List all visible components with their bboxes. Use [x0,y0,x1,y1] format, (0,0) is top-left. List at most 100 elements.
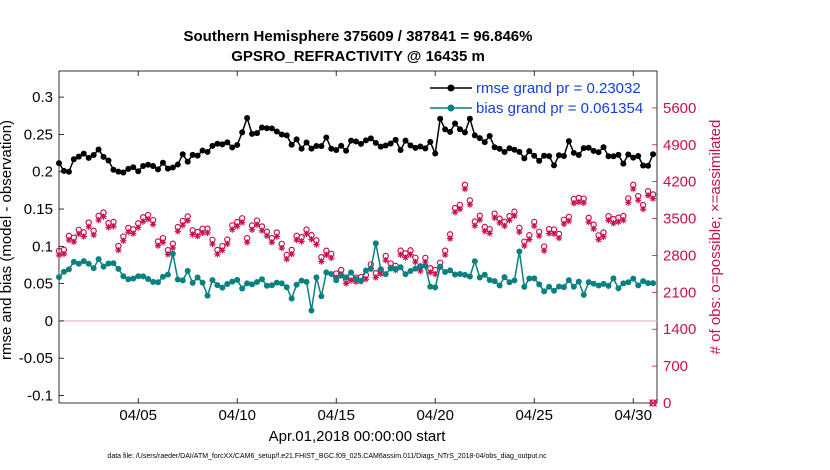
rmse-point [348,137,355,144]
rmse-point [229,144,236,151]
obs-assimilated-point [451,209,459,216]
bias-point [442,269,449,276]
bias-point [323,269,330,276]
rmse-point [298,145,305,152]
bias-point [189,279,196,286]
rmse-point [333,146,340,153]
obs-assimilated-point [595,236,602,243]
rmse-point [308,145,315,152]
bias-point [145,275,152,282]
obs-assimilated-point [224,240,231,248]
bias-point [471,258,478,265]
bias-point [263,282,270,289]
rmse-point [115,168,122,175]
obs-assimilated-point [268,239,276,246]
obs-assimilated-point [288,250,295,258]
bias-point [536,281,543,288]
bias-point [575,278,582,285]
obs-assimilated-point [95,216,102,224]
bias-point [140,273,147,280]
obs-assimilated-point [446,235,454,242]
rmse-point [95,146,102,153]
bias-point [268,282,275,289]
rmse-point [546,153,553,160]
chart-title-line1: Southern Hemisphere 375609 / 387841 = 96… [184,28,533,45]
bias-point [630,275,637,282]
left-tick-label: 0.05 [24,276,53,293]
rmse-point [323,134,330,141]
bias-point [110,260,117,267]
rmse-point [343,147,350,154]
obs-assimilated-point [471,222,479,229]
rmse-point [575,152,582,159]
bias-point [437,263,444,270]
obs-assimilated-point [382,256,389,264]
bias-point [105,260,112,267]
obs-assimilated-point [75,230,83,238]
obs-assimilated-point [199,229,206,237]
obs-assimilated-point [214,250,221,258]
rmse-point [645,162,652,169]
obs-assimilated-point [531,222,538,230]
obs-assimilated-point [135,224,142,231]
obs-assimilated-point [90,231,97,239]
rmse-point [318,143,325,150]
rmse-point [105,157,112,164]
bias-point [491,278,498,285]
obs-assimilated-point [511,212,518,220]
bias-point [640,278,647,285]
bias-point [392,265,399,272]
rmse-point [541,152,548,159]
rmse-point [650,151,657,158]
bias-point [625,279,632,286]
right-tick-label: 5600 [663,100,696,117]
rmse-point [555,152,562,159]
rmse-point [130,164,137,171]
bias-point [585,279,592,286]
bias-point [130,275,137,282]
left-tick-label: -0.1 [27,388,53,405]
rmse-point [278,131,285,138]
x-tick-label: 04/20 [416,407,454,424]
rmse-point [357,140,364,147]
rmse-point [199,147,206,154]
bias-point [244,280,251,287]
right-tick-label: 4200 [663,174,696,191]
obs-assimilated-point [535,232,543,240]
obs-assimilated-point [342,280,350,287]
rmse-point [135,168,142,175]
bias-point [362,267,369,274]
rmse-point [293,136,300,143]
obs-assimilated-point [461,185,469,193]
rmse-point [239,129,246,136]
rmse-point [471,132,478,139]
bias-point [526,275,533,282]
bias-point [372,240,379,247]
rmse-point [442,126,449,133]
rmse-point [70,156,77,163]
rmse-point [125,165,132,172]
rmse-point [635,152,642,159]
bias-point [456,271,463,278]
right-axis-ticks: 5600 4900 4200 3500 2800 2100 1400 700 0 [652,100,696,412]
obs-assimilated-point [139,218,147,225]
bias-point [115,265,122,272]
rmse-point [313,142,320,149]
obs-assimilated-point [298,238,305,245]
obs-assimilated-point [372,274,380,281]
bias-point [303,278,310,285]
bias-point [214,282,221,289]
bias-point [80,258,87,265]
rmse-point [551,162,558,169]
rmse-point [590,147,597,154]
bias-point [427,283,434,290]
obs-assimilated-point [570,199,578,207]
bias-point [452,271,459,278]
obs-assimilated-point [263,232,271,240]
obs-assimilated-point [456,205,464,213]
rmse-point [461,129,468,136]
obs-assimilated-point [159,239,167,246]
obs-assimilated-point [590,225,597,233]
obs-assimilated-point [293,236,300,244]
